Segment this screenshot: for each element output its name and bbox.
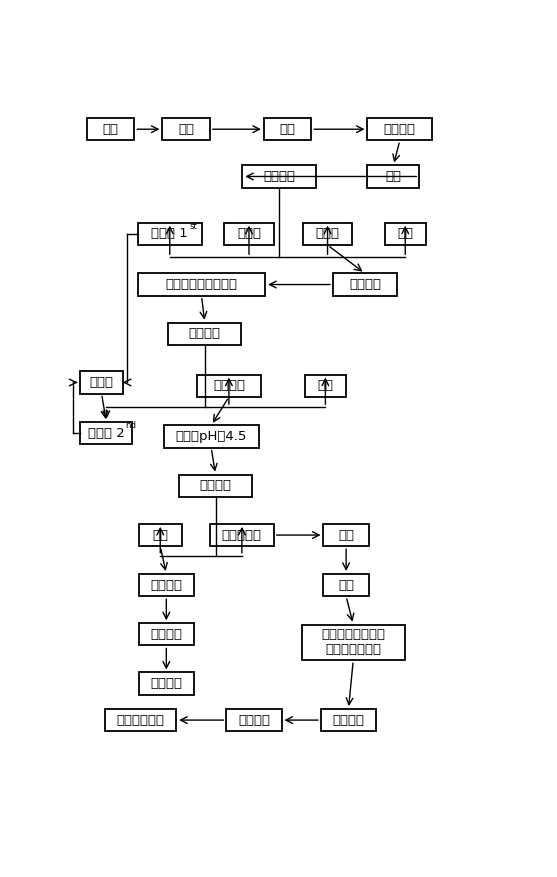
Text: 真空浓缩: 真空浓缩 [333, 714, 364, 726]
FancyBboxPatch shape [179, 474, 252, 497]
FancyBboxPatch shape [139, 624, 194, 645]
Text: 粉碎: 粉碎 [280, 123, 296, 136]
FancyBboxPatch shape [303, 223, 353, 245]
FancyBboxPatch shape [105, 709, 176, 731]
FancyBboxPatch shape [264, 118, 311, 140]
FancyBboxPatch shape [139, 574, 194, 596]
Text: 大豆: 大豆 [102, 123, 119, 136]
Text: 醇沉: 醇沉 [338, 579, 354, 591]
Text: 大豆油: 大豆油 [90, 376, 114, 389]
Text: 超声处理: 超声处理 [349, 278, 381, 291]
Text: 纳滤: 纳滤 [338, 529, 354, 542]
Text: 乳状液: 乳状液 [237, 227, 261, 240]
Text: nd: nd [126, 421, 136, 430]
FancyBboxPatch shape [87, 118, 134, 140]
Text: 真空浓缩: 真空浓缩 [150, 579, 182, 591]
Text: 大豆低聚糖粉: 大豆低聚糖粉 [116, 714, 165, 726]
Text: 残渣: 残渣 [317, 380, 334, 392]
Text: 离心分离: 离心分离 [199, 479, 232, 492]
Text: 碱性蛋白酶分步酶解: 碱性蛋白酶分步酶解 [165, 278, 237, 291]
FancyBboxPatch shape [224, 223, 274, 245]
FancyBboxPatch shape [385, 223, 426, 245]
Text: 喷雾干燥: 喷雾干燥 [238, 714, 270, 726]
FancyBboxPatch shape [164, 425, 258, 447]
FancyBboxPatch shape [168, 323, 241, 345]
Text: 两种串联树脂吸附
（脱色、脱盐）: 两种串联树脂吸附 （脱色、脱盐） [321, 629, 385, 656]
Text: 大豆肽粉: 大豆肽粉 [150, 677, 182, 690]
FancyBboxPatch shape [138, 274, 265, 296]
FancyBboxPatch shape [226, 709, 282, 731]
Text: 游离油 1: 游离油 1 [152, 227, 188, 240]
FancyBboxPatch shape [333, 274, 397, 296]
FancyBboxPatch shape [321, 709, 376, 731]
Text: 挤压膨化: 挤压膨化 [384, 123, 416, 136]
Text: 喷雾干燥: 喷雾干燥 [150, 628, 182, 641]
Text: st: st [189, 222, 197, 231]
FancyBboxPatch shape [368, 118, 432, 140]
Text: 水相混合物: 水相混合物 [222, 529, 262, 542]
FancyBboxPatch shape [302, 624, 404, 660]
Text: 水相废液: 水相废液 [213, 380, 245, 392]
Text: 清理: 清理 [178, 123, 194, 136]
Text: 残渣: 残渣 [397, 227, 413, 240]
Text: 沉淀: 沉淀 [152, 529, 168, 542]
Text: 加酸调pH值4.5: 加酸调pH值4.5 [175, 430, 247, 443]
FancyBboxPatch shape [242, 166, 316, 188]
FancyBboxPatch shape [324, 574, 369, 596]
Text: 离心分离: 离心分离 [189, 327, 221, 340]
FancyBboxPatch shape [210, 524, 274, 546]
Text: 游离油 2: 游离油 2 [88, 426, 125, 439]
FancyBboxPatch shape [163, 118, 210, 140]
Text: 酶解: 酶解 [385, 170, 402, 183]
FancyBboxPatch shape [139, 524, 182, 546]
FancyBboxPatch shape [305, 374, 346, 397]
FancyBboxPatch shape [324, 524, 369, 546]
Text: 水解液: 水解液 [316, 227, 340, 240]
Text: 离心分离: 离心分离 [263, 170, 295, 183]
FancyBboxPatch shape [368, 166, 419, 188]
FancyBboxPatch shape [138, 223, 202, 245]
FancyBboxPatch shape [197, 374, 261, 397]
FancyBboxPatch shape [139, 673, 194, 695]
FancyBboxPatch shape [80, 422, 132, 445]
FancyBboxPatch shape [80, 371, 123, 394]
